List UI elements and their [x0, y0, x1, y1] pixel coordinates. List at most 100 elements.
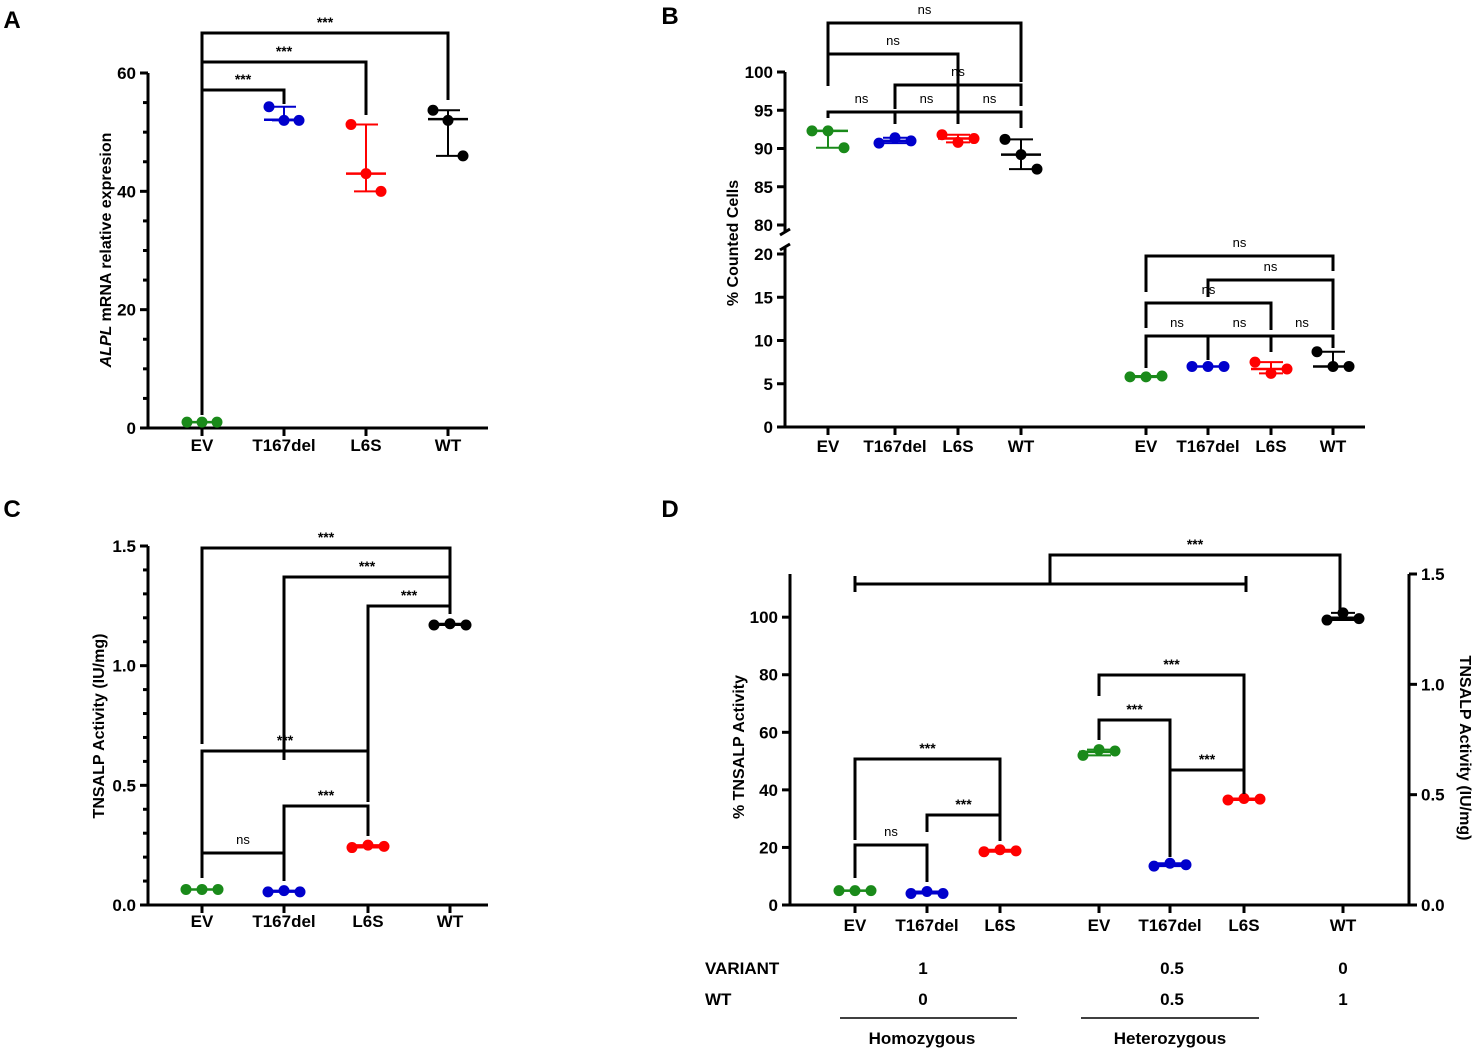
genotype-value: 0 [1338, 959, 1347, 978]
y-tick-label: 0 [769, 896, 778, 915]
data-point [838, 142, 850, 154]
panel-label-d: D [661, 496, 678, 523]
y-tick-label: 40 [759, 781, 778, 800]
data-point [936, 129, 948, 141]
y-tick-label: 20 [117, 301, 136, 320]
significance-bracket [893, 110, 960, 124]
data-point [1180, 859, 1192, 871]
data-point [1164, 857, 1176, 869]
axis-break-mark [779, 227, 791, 237]
ns-label: ns [884, 824, 898, 839]
y-tick-label: 0.0 [112, 896, 136, 915]
ns-label: ns [983, 91, 997, 106]
data-point [1077, 749, 1089, 761]
x-category-label: T167del [1176, 437, 1239, 456]
x-category-label: L6S [1228, 916, 1259, 935]
data-point [1249, 356, 1261, 368]
data-point [196, 416, 208, 428]
ns-label: ns [855, 91, 869, 106]
data-point [905, 135, 917, 147]
group-label-homozygous: Homozygous [869, 1029, 976, 1048]
data-point [360, 168, 372, 180]
x-category-label: T167del [895, 916, 958, 935]
data-point [822, 125, 834, 137]
data-point [1010, 845, 1022, 857]
y-tick-label: 80 [754, 216, 773, 235]
data-point [978, 846, 990, 858]
data-point [345, 118, 357, 130]
data-point [994, 844, 1006, 856]
data-point [889, 132, 901, 144]
panel-label-b: B [661, 3, 678, 30]
data-point [375, 185, 387, 197]
data-point [262, 886, 274, 898]
significance-bracket [200, 88, 286, 415]
ns-label: ns [236, 832, 250, 847]
x-category-label: WT [1330, 916, 1357, 935]
ns-label: ns [918, 2, 932, 17]
data-point [1265, 367, 1277, 379]
data-point [1140, 371, 1152, 383]
data-point [1218, 360, 1230, 372]
y-tick-label: 0 [764, 418, 773, 437]
significance-bracket [366, 604, 452, 802]
ns-label: ns [1233, 235, 1247, 250]
genotype-value: 0.5 [1160, 959, 1184, 978]
x-category-label: WT [1320, 437, 1347, 456]
data-point [181, 416, 193, 428]
y-axis-label-gene: ALPL [98, 321, 115, 368]
y-tick-label: 5 [764, 375, 773, 394]
data-point [1202, 360, 1214, 372]
x-category-label: L6S [984, 916, 1015, 935]
y-axis-label-text: mRNA relative expresion [98, 133, 115, 322]
data-point [873, 137, 885, 149]
significance-bracket [1144, 334, 1210, 368]
axis-break-mark [779, 242, 791, 252]
y-tick-label: 0 [127, 419, 136, 438]
data-point [905, 887, 917, 899]
significance-bracket [925, 813, 1002, 841]
significance-label: *** [1126, 701, 1143, 717]
data-point [968, 133, 980, 145]
data-point [849, 885, 861, 897]
x-category-label: L6S [942, 437, 973, 456]
data-point [865, 885, 877, 897]
significance-bracket [200, 546, 452, 744]
x-category-label: EV [817, 437, 840, 456]
x-category-label: L6S [1255, 437, 1286, 456]
y-tick-label: 1.0 [112, 657, 136, 676]
significance-label: *** [318, 529, 335, 545]
y-tick-label: 1.5 [112, 537, 136, 556]
y-tick-label: 60 [117, 64, 136, 83]
panel-label-c: C [3, 496, 20, 523]
significance-label: *** [276, 43, 293, 59]
x-category-label: WT [1008, 437, 1035, 456]
significance-bracket [200, 851, 286, 881]
significance-bracket [853, 757, 1002, 840]
data-point [1156, 370, 1168, 382]
data-point [428, 619, 440, 631]
data-point [1186, 360, 1198, 372]
data-point [263, 101, 275, 113]
data-point [278, 114, 290, 126]
data-point [937, 887, 949, 899]
y-tick-label: 100 [745, 63, 773, 82]
genotype-value: 1 [1338, 990, 1347, 1009]
y-tick-label: 0.5 [112, 776, 136, 795]
data-point [952, 136, 964, 148]
data-point [1337, 607, 1349, 619]
significance-bracket [1206, 334, 1273, 360]
y-tick-label: 100 [750, 608, 778, 627]
data-point [1281, 363, 1293, 375]
genotype-row-label: VARIANT [705, 959, 780, 978]
data-point [294, 886, 306, 898]
data-point [1327, 360, 1339, 372]
data-point [999, 133, 1011, 145]
y-tick-label: 20 [759, 838, 778, 857]
y-tick-label: 40 [117, 182, 136, 201]
data-point [1031, 163, 1043, 175]
y-tick-label: 20 [754, 245, 773, 264]
ns-label: ns [886, 33, 900, 48]
y-tick-label: 1.0 [1421, 675, 1445, 694]
data-point [211, 416, 223, 428]
